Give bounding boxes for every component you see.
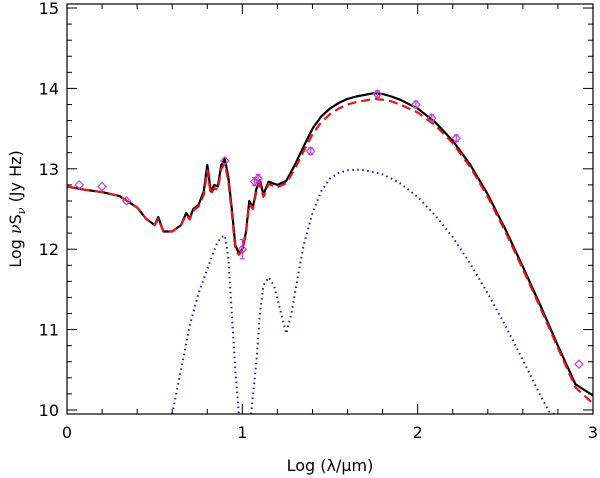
diamond-marker: [97, 181, 107, 192]
observed-point: [253, 173, 263, 184]
y-axis-title: Log νSν (Jy Hz): [6, 150, 28, 268]
y-tick-label: 11: [39, 321, 59, 340]
model-curves: [67, 92, 593, 414]
y-tick-label: 13: [39, 160, 59, 179]
y-tick-labels: 10 11 12 13 14 15: [39, 0, 59, 420]
diamond-marker: [121, 196, 132, 206]
observed-point: [97, 181, 107, 192]
x-tick-labels: 0 1 2 3: [62, 423, 598, 442]
diamond-marker: [237, 244, 248, 255]
observed-point: [411, 99, 421, 110]
y-axis-title-prefix: Log: [6, 234, 25, 268]
y-tick-label: 12: [39, 240, 59, 259]
y-tick-label: 14: [39, 79, 59, 98]
diamond-marker: [426, 113, 437, 124]
x-tick-label: 0: [62, 423, 72, 442]
diamond-marker: [574, 359, 584, 370]
diamond-marker: [74, 180, 85, 190]
observed-point: [451, 133, 462, 144]
dashed-curve: [67, 97, 593, 405]
dotted-curve-segment-1: [171, 234, 240, 414]
observed-point: [574, 359, 584, 370]
observed-points: [74, 89, 584, 370]
y-tick-label: 10: [39, 401, 59, 420]
y-axis-title-sub: ν: [15, 207, 28, 214]
dotted-curve-segment-2: [250, 168, 555, 414]
x-axis-title: Log (λ/μm): [287, 456, 374, 475]
x-tick-label: 3: [588, 423, 598, 442]
diamond-marker: [451, 133, 462, 144]
diamond-marker: [249, 176, 260, 187]
observed-point: [121, 196, 132, 206]
y-axis-title-unit: (Jy Hz): [6, 150, 25, 207]
y-axis-title-s: S: [6, 214, 25, 224]
observed-point: [237, 238, 248, 260]
axis-ticks: [66, 4, 594, 414]
y-axis-title-nu: ν: [6, 224, 25, 234]
diamond-marker: [305, 146, 316, 156]
observed-point: [305, 146, 316, 156]
observed-point: [372, 89, 383, 99]
x-tick-label: 1: [237, 423, 247, 442]
observed-point: [74, 180, 85, 190]
diamond-marker: [411, 99, 421, 110]
diamond-marker: [372, 89, 383, 99]
observed-point: [219, 155, 230, 166]
diamond-marker: [253, 173, 263, 184]
plot-frame: [66, 3, 594, 415]
diamond-marker: [219, 155, 230, 166]
y-tick-label: 15: [39, 0, 59, 18]
x-tick-label: 2: [413, 423, 423, 442]
observed-point: [426, 113, 437, 124]
